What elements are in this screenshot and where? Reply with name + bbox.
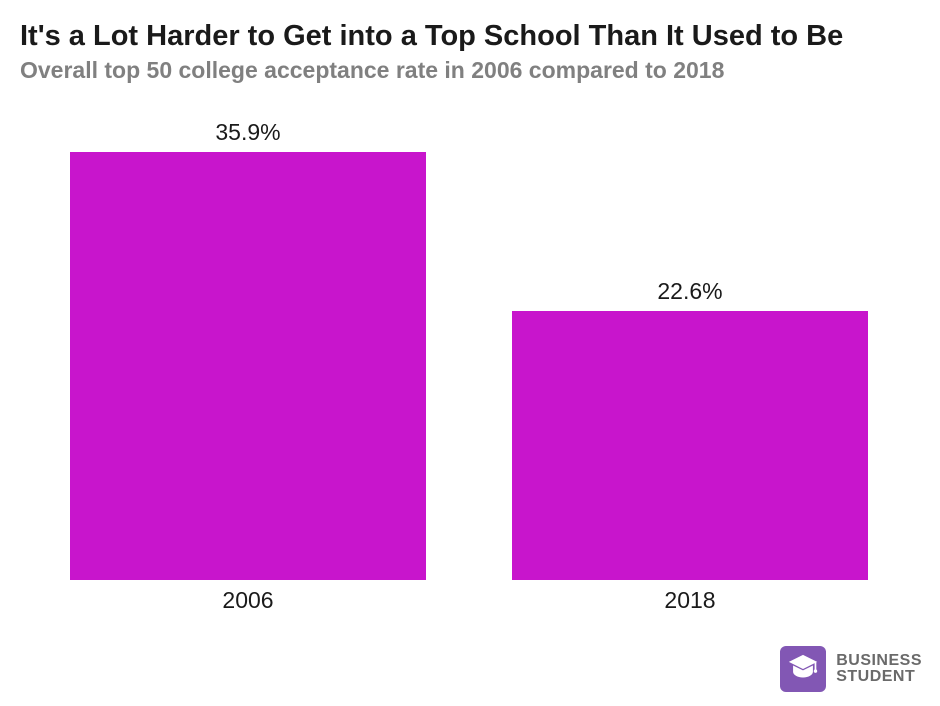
attribution-logo (780, 646, 826, 692)
bar-value-label-0: 35.9% (215, 119, 280, 146)
chart-subtitle: Overall top 50 college acceptance rate i… (0, 57, 940, 95)
attribution-line2: STUDENT (836, 669, 922, 685)
graduate-icon (786, 652, 820, 686)
bar-0 (70, 152, 426, 580)
bar-group-1: 22.6% 2018 (512, 278, 868, 580)
bar-group-0: 35.9% 2006 (70, 119, 426, 580)
bar-1 (512, 311, 868, 580)
attribution-text: BUSINESS STUDENT (836, 653, 922, 685)
bar-category-label-0: 2006 (70, 587, 426, 614)
bar-value-label-1: 22.6% (657, 278, 722, 305)
bar-category-label-1: 2018 (512, 587, 868, 614)
chart-title: It's a Lot Harder to Get into a Top Scho… (0, 0, 940, 57)
attribution: BUSINESS STUDENT (780, 646, 922, 692)
bar-chart: 35.9% 2006 22.6% 2018 (0, 110, 940, 620)
attribution-line1: BUSINESS (836, 653, 922, 669)
